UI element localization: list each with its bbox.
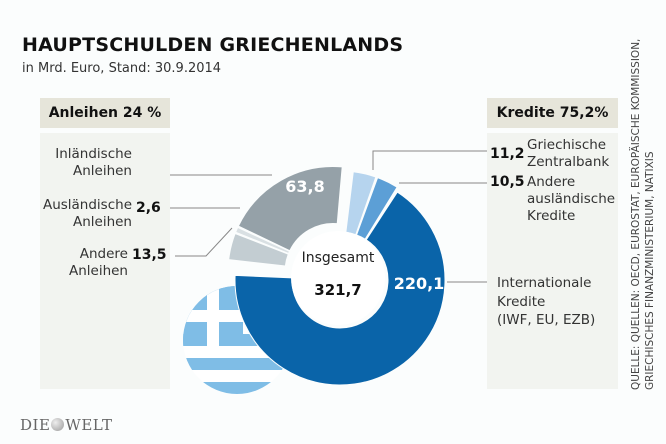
label-line: Griechische bbox=[527, 137, 607, 153]
label-line: Kredite bbox=[527, 208, 576, 224]
chart-subtitle: in Mrd. Euro, Stand: 30.9.2014 bbox=[22, 61, 222, 76]
label-line: Anleihen bbox=[72, 214, 132, 230]
value-andere-anleihen: 13,5 bbox=[132, 247, 167, 263]
label-andere-anleihen: Andere Anleihen bbox=[40, 246, 128, 280]
anleihen-panel bbox=[40, 133, 170, 389]
label-line: Andere bbox=[79, 246, 128, 262]
source-line: QUELLE: QUELLEN: OECD, EUROSTAT, EUROPÄI… bbox=[630, 38, 642, 390]
donut-hole bbox=[291, 231, 385, 325]
donut-slice bbox=[235, 226, 291, 255]
flag-stripe bbox=[183, 382, 291, 394]
label-line: Andere bbox=[527, 174, 576, 190]
source-note: QUELLE: QUELLEN: OECD, EUROSTAT, EUROPÄI… bbox=[629, 38, 657, 390]
leader-line-zentralbank bbox=[372, 150, 487, 170]
data-label-inlaendische: 63,8 bbox=[285, 177, 324, 196]
die-welt-logo: DIE WELT bbox=[20, 416, 113, 434]
label-inlaendische-anleihen: Inländische Anleihen bbox=[40, 146, 132, 180]
label-line: (IWF, EU, EZB) bbox=[497, 312, 596, 328]
label-line: Inländische bbox=[55, 146, 132, 162]
flag-cross bbox=[207, 286, 219, 346]
data-label-internationale: 220,1 bbox=[394, 274, 445, 293]
label-line: Ausländische bbox=[42, 197, 132, 213]
label-line: ausländische bbox=[527, 191, 616, 207]
label-line: Kredite bbox=[497, 293, 546, 310]
anleihen-header: Anleihen 24 % bbox=[40, 98, 170, 128]
label-internationale-kredite: Internationale Kredite (IWF, EU, EZB) bbox=[497, 274, 595, 330]
donut-slice bbox=[228, 232, 289, 267]
label-auslaendische-anleihen: Ausländische Anleihen bbox=[36, 197, 132, 231]
value-auslaendische-anleihen: 2,6 bbox=[136, 200, 161, 216]
source-line: GRIECHISCHES FINANZMINISTERIUM, NATIXIS bbox=[644, 151, 656, 390]
label-line: Internationale bbox=[497, 275, 592, 291]
total-value: 321,7 bbox=[314, 281, 361, 299]
label-andere-kredite: Andere ausländische Kredite bbox=[527, 174, 615, 225]
value-andere-kredite: 10,5 bbox=[490, 174, 525, 190]
kredite-header: Kredite 75,2% bbox=[487, 98, 618, 128]
donut-slice bbox=[234, 191, 446, 386]
flag-stripe bbox=[183, 358, 291, 370]
donut-slice bbox=[237, 165, 343, 252]
flag-stripe bbox=[183, 370, 291, 382]
label-line: Anleihen bbox=[72, 163, 132, 179]
label-line: Anleihen bbox=[68, 263, 128, 279]
value-zentralbank: 11,2 bbox=[490, 146, 525, 162]
kredite-panel bbox=[487, 133, 618, 389]
label-zentralbank: Griechische Zentralbank bbox=[527, 137, 609, 171]
center-label: Insgesamt bbox=[302, 250, 375, 266]
chart-title: HAUPTSCHULDEN GRIECHENLANDS bbox=[22, 34, 404, 56]
label-line: Zentralbank bbox=[527, 154, 610, 170]
leader-line-andere-anleihen bbox=[175, 227, 233, 257]
